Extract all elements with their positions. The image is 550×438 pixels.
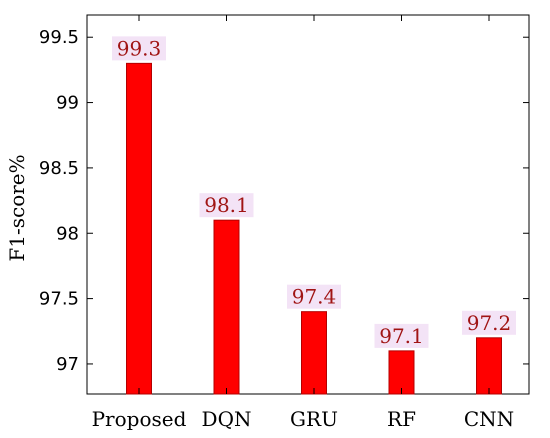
- x-tick-label: CNN: [464, 407, 514, 431]
- data-label: 97.1: [379, 324, 424, 348]
- y-axis-label: F1-score%: [5, 154, 29, 261]
- data-label: 98.1: [204, 193, 249, 217]
- bar: [388, 350, 415, 395]
- data-labels: 99.3 98.1 97.4 97.1 97.2: [112, 36, 516, 348]
- data-label-background: [287, 284, 341, 309]
- data-label-background: [374, 323, 429, 348]
- y-tick-label: 99.5: [39, 27, 79, 48]
- y-tick-label: 98.5: [39, 158, 79, 179]
- x-tick-label: DQN: [202, 407, 252, 431]
- data-label: 99.3: [117, 36, 162, 60]
- y-tick-label: 99: [56, 93, 79, 114]
- bar: [126, 62, 152, 395]
- data-label-background: [199, 193, 254, 218]
- bar: [476, 337, 502, 395]
- bar: [213, 219, 240, 395]
- x-tick-label: RF: [387, 407, 416, 431]
- bar: [301, 311, 327, 395]
- x-tick-label: GRU: [290, 407, 338, 431]
- x-axis-ticks: Proposed DQN GRU RF CNN: [92, 15, 514, 431]
- x-tick-label: Proposed: [92, 407, 187, 431]
- data-label-background: [112, 36, 166, 61]
- y-tick-label: 98: [56, 223, 79, 244]
- y-tick-label: 97.5: [39, 289, 79, 310]
- y-axis-ticks: 97 97.5 98 98.5 99 99.5: [39, 27, 529, 375]
- data-label: 97.4: [292, 285, 337, 309]
- y-tick-label: 97: [56, 354, 79, 375]
- bars: [126, 62, 502, 395]
- data-label-background: [462, 310, 516, 335]
- data-label: 97.2: [467, 311, 512, 335]
